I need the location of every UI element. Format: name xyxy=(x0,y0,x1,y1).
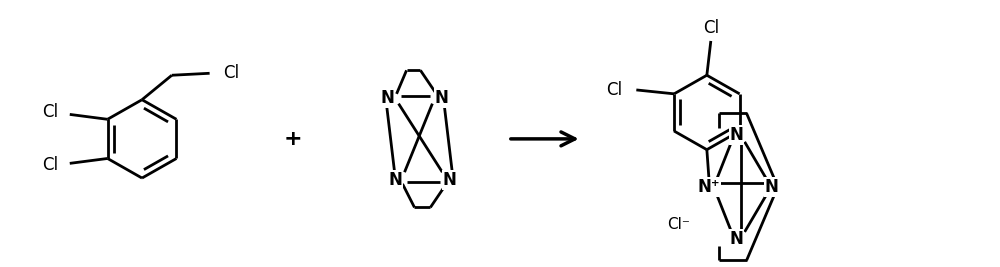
Text: N: N xyxy=(765,178,778,196)
Text: N: N xyxy=(389,171,403,189)
Text: N: N xyxy=(730,126,744,144)
Text: Cl: Cl xyxy=(42,156,58,174)
Text: Cl⁻: Cl⁻ xyxy=(668,217,690,231)
Text: N: N xyxy=(434,89,448,107)
Text: +: + xyxy=(284,129,302,149)
Text: N: N xyxy=(730,230,744,248)
Text: Cl: Cl xyxy=(42,103,58,121)
Text: Cl: Cl xyxy=(223,64,240,82)
Text: N: N xyxy=(442,171,456,189)
Text: Cl: Cl xyxy=(606,81,623,99)
Text: N⁺: N⁺ xyxy=(698,178,720,196)
Text: Cl: Cl xyxy=(703,19,719,37)
Text: N: N xyxy=(381,89,395,107)
